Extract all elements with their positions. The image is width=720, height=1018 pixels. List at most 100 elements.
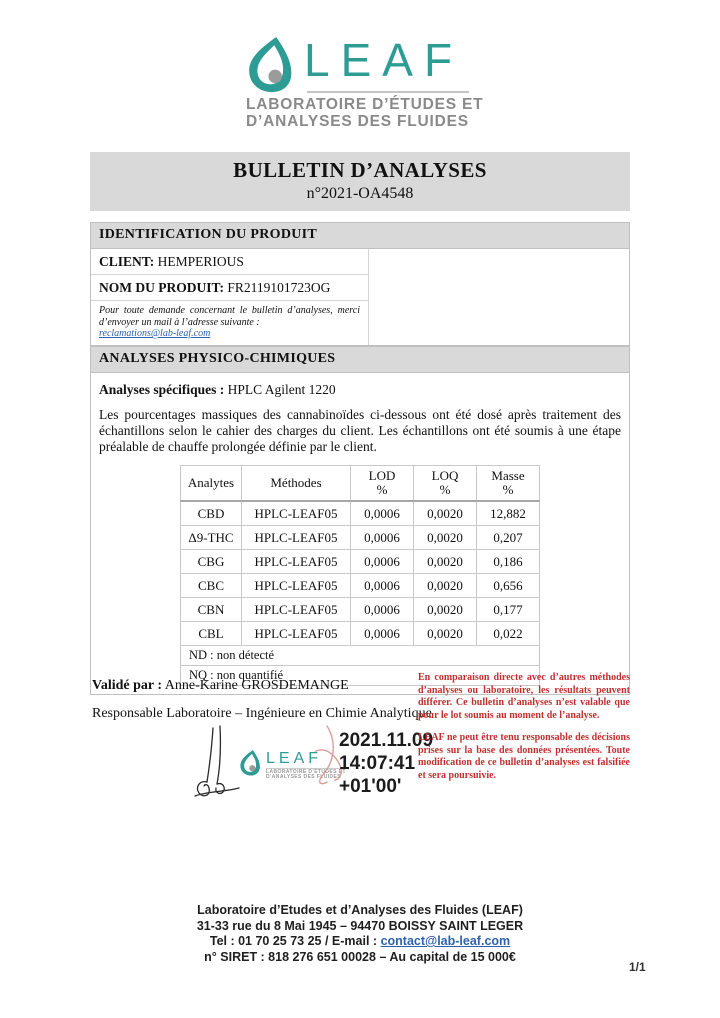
product-label: NOM DU PRODUIT:: [99, 280, 224, 295]
disclaimer-paragraph-2: LEAF ne peut être tenu responsable des d…: [418, 732, 630, 781]
stamp-underline: [266, 767, 346, 769]
validated-by-line: Validé par : Anne-Karine GROSDEMANGE: [92, 678, 349, 694]
analyses-header: ANALYSES PHYSICO-CHIMIQUES: [91, 347, 629, 373]
reclamation-note-text: Pour toute demande concernant le bulleti…: [99, 305, 360, 328]
cell-method: HPLC-LEAF05: [241, 621, 351, 646]
specific-analyses-value: HPLC Agilent 1220: [224, 382, 336, 397]
cell-method: HPLC-LEAF05: [241, 597, 351, 622]
table-footnote-row: NQ : non quantifié: [180, 665, 540, 686]
footer-contact-prefix: Tel : 01 70 25 73 25 / E-mail :: [209, 934, 381, 948]
cannabinoid-table: Analytes Méthodes LOD% LOQ% Masse% CBD H…: [180, 465, 540, 686]
timestamp-time: 14:07:41: [339, 753, 416, 774]
cell-mass: 12,882: [476, 500, 540, 526]
leaf-drop-icon: [241, 37, 299, 98]
stamp-wordmark: LEAF: [266, 749, 323, 767]
cell-analyte: CBC: [180, 573, 242, 598]
disclaimer-text: En comparaison directe avec d’autres mét…: [418, 672, 630, 792]
identification-header: IDENTIFICATION DU PRODUIT: [91, 223, 629, 249]
reclamation-note: Pour toute demande concernant le bulleti…: [91, 301, 368, 345]
cell-method: HPLC-LEAF05: [241, 549, 351, 574]
footnote-nq: NQ : non quantifié: [180, 665, 540, 686]
validation-section: Validé par : Anne-Karine GROSDEMANGE Res…: [90, 672, 630, 822]
cell-mass: 0,656: [476, 573, 540, 598]
analyses-section: ANALYSES PHYSICO-CHIMIQUES Analyses spéc…: [90, 346, 630, 695]
cell-analyte: CBD: [180, 500, 242, 526]
cell-analyte: Δ9-THC: [180, 525, 242, 550]
cell-method: HPLC-LEAF05: [241, 525, 351, 550]
footer-contact: Tel : 01 70 25 73 25 / E-mail : contact@…: [0, 934, 720, 950]
header-masse: Masse%: [476, 465, 540, 502]
product-value: FR2119101723OG: [224, 280, 331, 295]
leaf-stamp: LEAF LABORATOIRE D’ÉTUDES ET D’ANALYSES …: [238, 750, 346, 781]
reclamation-email-link[interactable]: reclamations@lab-leaf.com: [99, 328, 211, 339]
cell-loq: 0,0020: [413, 573, 477, 598]
logo-subtitle: LABORATOIRE D’ÉTUDES ET D’ANALYSES DES F…: [246, 96, 484, 130]
signature-timestamp: 2021.11.09 14:07:41 +01'00': [339, 729, 433, 798]
stamp-subtitle-line2: D’ANALYSES DES FLUIDES: [266, 774, 342, 780]
table-row: CBD HPLC-LEAF05 0,0006 0,0020 12,882: [180, 500, 540, 526]
table-header-row: Analytes Méthodes LOD% LOQ% Masse%: [180, 465, 540, 502]
validator-role: Responsable Laboratoire – Ingénieure en …: [92, 706, 432, 721]
header-analytes: Analytes: [180, 465, 242, 502]
leaf-drop-icon: [238, 750, 262, 781]
client-label: CLIENT:: [99, 254, 155, 269]
logo-underline: [307, 91, 469, 93]
page-number: 1/1: [629, 960, 646, 974]
signature-initials-red: [311, 724, 345, 797]
footer-siret: n° SIRET : 818 276 651 00028 – Au capita…: [204, 949, 516, 964]
table-row: CBG HPLC-LEAF05 0,0006 0,0020 0,186: [180, 549, 540, 574]
document-number: n°2021-OA4548: [306, 185, 414, 202]
analyses-paragraph: Les pourcentages massiques des cannabino…: [99, 407, 621, 454]
cell-lod: 0,0006: [350, 500, 414, 526]
footer-address: 31-33 rue du 8 Mai 1945 – 94470 BOISSY S…: [196, 918, 524, 933]
table-row: CBL HPLC-LEAF05 0,0006 0,0020 0,022: [180, 621, 540, 646]
cell-mass: 0,177: [476, 597, 540, 622]
specific-analyses-line: Analyses spécifiques : HPLC Agilent 1220: [99, 382, 621, 398]
header-loq: LOQ%: [413, 465, 477, 502]
footer: Laboratoire d’Etudes et d’Analyses des F…: [0, 903, 720, 965]
cell-loq: 0,0020: [413, 621, 477, 646]
logo-subtitle-line1: LABORATOIRE D’ÉTUDES ET: [246, 96, 484, 113]
cell-lod: 0,0006: [350, 549, 414, 574]
footnote-nd: ND : non détecté: [180, 645, 540, 666]
header-lod: LOD%: [350, 465, 414, 502]
cell-analyte: CBL: [180, 621, 242, 646]
disclaimer-paragraph-1: En comparaison directe avec d’autres mét…: [418, 672, 630, 721]
cell-loq: 0,0020: [413, 525, 477, 550]
specific-analyses-label: Analyses spécifiques :: [99, 382, 225, 397]
header-methodes: Méthodes: [241, 465, 351, 502]
table-row: CBN HPLC-LEAF05 0,0006 0,0020 0,177: [180, 597, 540, 622]
table-footnote-row: ND : non détecté: [180, 645, 540, 666]
cell-analyte: CBG: [180, 549, 242, 574]
cell-mass: 0,022: [476, 621, 540, 646]
handwritten-signature: [193, 724, 243, 804]
stamp-subtitle-line1: LABORATOIRE D’ÉTUDES ET: [266, 768, 346, 775]
validated-by-name: Anne-Karine GROSDEMANGE: [162, 678, 349, 693]
cell-lod: 0,0006: [350, 573, 414, 598]
validated-by-label: Validé par :: [92, 678, 163, 693]
cell-lod: 0,0006: [350, 525, 414, 550]
cell-mass: 0,207: [476, 525, 540, 550]
cell-loq: 0,0020: [413, 549, 477, 574]
document-title: BULLETIN D’ANALYSES: [233, 158, 487, 182]
footer-lab-name: Laboratoire d’Etudes et d’Analyses des F…: [197, 903, 523, 917]
table-row: CBC HPLC-LEAF05 0,0006 0,0020 0,656: [180, 573, 540, 598]
identification-section: IDENTIFICATION DU PRODUIT CLIENT: HEMPER…: [90, 222, 630, 346]
timestamp-date: 2021.11.09: [339, 730, 434, 751]
cell-lod: 0,0006: [350, 621, 414, 646]
cell-loq: 0,0020: [413, 500, 477, 526]
logo-wordmark: LEAF: [304, 34, 464, 86]
contact-email-link[interactable]: contact@lab-leaf.com: [380, 934, 511, 948]
cell-lod: 0,0006: [350, 597, 414, 622]
client-row: CLIENT: HEMPERIOUS: [91, 249, 368, 275]
cell-method: HPLC-LEAF05: [241, 573, 351, 598]
title-bar: BULLETIN D’ANALYSES n°2021-OA4548: [90, 152, 630, 211]
cell-loq: 0,0020: [413, 597, 477, 622]
cell-analyte: CBN: [180, 597, 242, 622]
client-value: HEMPERIOUS: [154, 254, 244, 269]
logo-subtitle-line2: D’ANALYSES DES FLUIDES: [246, 112, 469, 130]
identification-fields: CLIENT: HEMPERIOUS NOM DU PRODUIT: FR211…: [91, 249, 369, 345]
product-row: NOM DU PRODUIT: FR2119101723OG: [91, 275, 368, 301]
table-row: Δ9-THC HPLC-LEAF05 0,0006 0,0020 0,207: [180, 525, 540, 550]
